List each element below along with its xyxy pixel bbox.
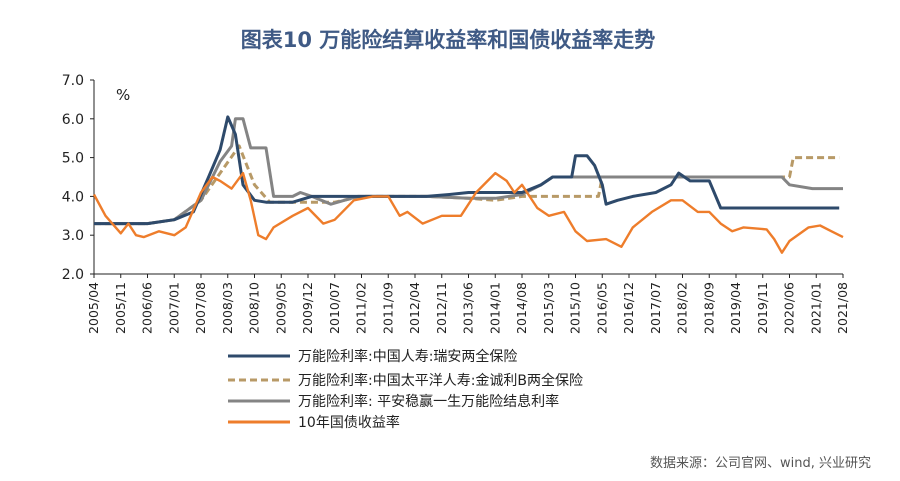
x-tick-label: 2017/07 — [648, 282, 663, 334]
x-tick-label: 2018/09 — [701, 282, 716, 334]
x-tick-label: 2014/08 — [514, 282, 529, 334]
source-note: 数据来源：公司官网、wind, 兴业研究 — [650, 455, 871, 471]
x-tick-label: 2018/02 — [675, 282, 690, 334]
series-layer — [92, 115, 844, 254]
legend-label-2: 万能险利率:中国太平洋人寿:金诚利B两全保险 — [298, 372, 583, 389]
y-tick-label: 4.0 — [62, 189, 84, 205]
y-tick-label: 7.0 — [62, 73, 84, 89]
x-tick-label: 2015/03 — [541, 282, 556, 334]
x-tick-label: 2016/12 — [621, 282, 636, 334]
series-line-4 — [92, 171, 844, 254]
x-tick-label: 2005/04 — [86, 282, 101, 334]
x-tick-label: 2010/07 — [327, 282, 342, 334]
x-tick-label: 2005/11 — [113, 282, 128, 334]
x-tick-label: 2013/06 — [461, 282, 476, 334]
x-tick-label: 2008/03 — [220, 282, 235, 334]
legend: 万能险利率:中国人寿:瑞安两全保险万能险利率:中国太平洋人寿:金诚利B两全保险万… — [228, 348, 583, 431]
x-tick-label: 2007/01 — [166, 282, 181, 334]
y-unit-label: % — [116, 86, 130, 104]
x-tick-label: 2021/08 — [835, 282, 850, 334]
x-tick-label: 2015/10 — [568, 282, 583, 334]
x-tick-label: 2020/06 — [782, 282, 797, 334]
x-tick-label: 2008/10 — [247, 282, 262, 334]
y-tick-label: 2.0 — [62, 267, 84, 283]
legend-label-4: 10年国债收益率 — [298, 414, 400, 431]
x-tick-label: 2019/11 — [755, 282, 770, 334]
x-tick-label: 2011/09 — [380, 282, 395, 334]
x-tick-label: 2021/01 — [808, 282, 823, 334]
x-tick-label: 2006/06 — [140, 282, 155, 334]
x-tick-label: 2007/08 — [193, 282, 208, 334]
legend-label-1: 万能险利率:中国人寿:瑞安两全保险 — [298, 348, 517, 365]
plot-area: 2.0 3.0 4.0 5.0 6.0 7.0 2005/04 2005/11 2006/06 2… — [62, 73, 850, 334]
x-tick-label: 2012/04 — [407, 282, 422, 334]
x-tick-label: 2019/04 — [728, 282, 743, 334]
y-tick-label: 6.0 — [62, 112, 84, 128]
y-tick-label: 3.0 — [62, 228, 84, 244]
x-tick-label: 2011/02 — [354, 282, 369, 334]
x-tick-label: 2009/12 — [300, 282, 315, 334]
y-tick-label: 5.0 — [62, 151, 84, 167]
x-tick-label: 2012/11 — [434, 282, 449, 334]
series-line-1 — [94, 115, 840, 226]
legend-label-3: 万能险利率: 平安稳赢一生万能险结息利率 — [298, 393, 559, 410]
x-tick-label: 2009/05 — [273, 282, 288, 334]
x-tick-label: 2016/05 — [594, 282, 609, 334]
chart-title: 图表10 万能险结算收益率和国债收益率走势 — [241, 28, 656, 52]
x-tick-label: 2014/01 — [487, 282, 502, 334]
